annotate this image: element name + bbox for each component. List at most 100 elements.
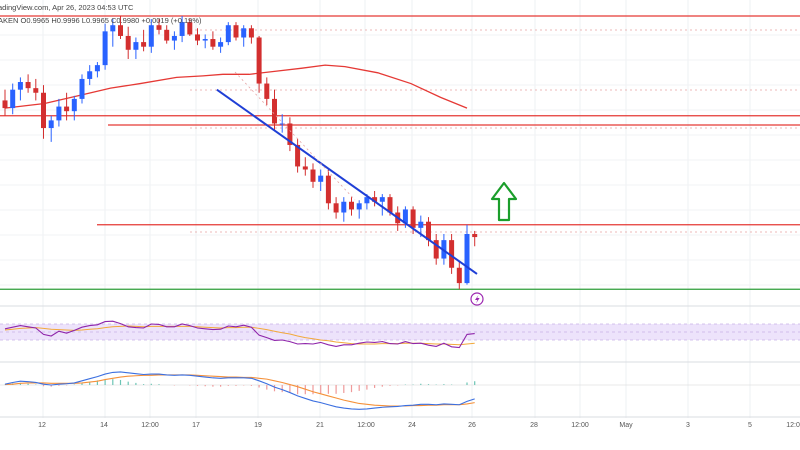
header-ohlc-text: AKEN O0.9965 H0.9996 L0.9965 C0.9980 +0.… xyxy=(0,16,202,25)
candle-bearish xyxy=(426,217,431,247)
candle-bearish xyxy=(125,26,131,59)
candle-bullish xyxy=(341,197,347,222)
time-axis-label: 12:00 xyxy=(357,422,375,429)
macd-line xyxy=(4,371,475,410)
candle-bullish xyxy=(102,23,108,70)
candle-bearish xyxy=(248,25,254,44)
time-axis-label: 24 xyxy=(408,422,416,429)
candle-bearish xyxy=(333,197,339,219)
candle-bullish xyxy=(56,98,62,127)
candle-body xyxy=(25,82,31,89)
time-axis: 12 14 12:00 17 19 21 12:00 24 26 28 12:00 May 3 5 12:0… xyxy=(38,422,800,429)
dashed-projection-line xyxy=(234,71,356,201)
candle-body xyxy=(349,201,354,210)
candle-body xyxy=(325,175,331,204)
candle-body xyxy=(379,197,385,202)
candle-bearish xyxy=(256,35,262,93)
candle-bearish xyxy=(164,25,170,44)
candle-body xyxy=(171,35,177,41)
candle-bullish xyxy=(148,19,154,53)
trendline-layer xyxy=(216,71,478,275)
candle-body xyxy=(94,65,100,72)
time-axis-label: 5 xyxy=(748,422,752,429)
candle-bullish xyxy=(71,95,77,121)
candle-bearish xyxy=(287,117,293,152)
candle-bearish xyxy=(41,85,46,139)
candle-body xyxy=(118,25,123,36)
moving-average xyxy=(4,64,468,109)
candle-bullish xyxy=(379,194,385,216)
candle-body xyxy=(456,267,462,284)
candle-body xyxy=(102,31,108,66)
candle-bullish xyxy=(133,37,139,59)
candle-bearish xyxy=(195,28,200,46)
candle-bullish xyxy=(464,224,470,285)
candle-bearish xyxy=(33,78,39,101)
time-axis-label: 17 xyxy=(192,422,200,429)
candle-bearish xyxy=(118,16,123,40)
candle-body xyxy=(402,209,408,224)
time-axis-label: 21 xyxy=(316,422,324,429)
annotations xyxy=(470,181,518,306)
candle-bearish xyxy=(449,233,455,274)
candle-body xyxy=(256,37,262,84)
lightning-icon[interactable] xyxy=(470,292,484,306)
candle-body xyxy=(179,22,185,36)
candle-body xyxy=(356,203,362,210)
candle-bearish xyxy=(372,191,378,207)
candle-body xyxy=(472,233,478,238)
time-axis-label: 26 xyxy=(468,422,476,429)
candle-bullish xyxy=(179,16,185,43)
candle-body xyxy=(87,71,93,79)
candle-body xyxy=(110,25,116,32)
candle-body xyxy=(418,221,424,228)
candle-body xyxy=(295,144,301,167)
candle-body xyxy=(164,29,170,41)
candle-body xyxy=(248,28,254,38)
candle-bearish xyxy=(302,157,308,176)
candle-bearish xyxy=(156,19,162,35)
candle-bearish xyxy=(433,233,439,265)
time-axis-label: 19 xyxy=(254,422,262,429)
candle-body xyxy=(302,166,308,170)
candle-body xyxy=(372,197,378,202)
time-axis-label: 3 xyxy=(686,422,690,429)
candle-bearish xyxy=(187,19,193,36)
candle-body xyxy=(71,98,77,112)
candle-bearish xyxy=(233,22,239,41)
candle-body xyxy=(426,221,431,241)
candle-bearish xyxy=(272,89,277,130)
time-axis-label: 12 xyxy=(38,422,46,429)
candle-body xyxy=(56,106,62,121)
time-axis-label: 28 xyxy=(530,422,538,429)
candle-body xyxy=(341,201,347,213)
candle-body xyxy=(195,34,200,41)
time-axis-label: 12:00 xyxy=(786,422,800,429)
candle-body xyxy=(310,169,316,182)
candle-bearish xyxy=(472,230,478,247)
candle-body xyxy=(233,25,239,38)
candle-body xyxy=(464,233,470,284)
candle-body xyxy=(279,123,285,125)
candle-bearish xyxy=(64,92,70,121)
candle-body xyxy=(287,123,293,145)
candle-bullish xyxy=(279,114,285,133)
macd-panel xyxy=(0,371,800,410)
candle-body xyxy=(2,100,8,109)
candle-bearish xyxy=(25,74,31,93)
candle-bullish xyxy=(10,83,16,115)
candle-bullish xyxy=(48,115,54,142)
candle-body xyxy=(225,25,231,43)
candle-bullish xyxy=(225,22,231,46)
candles xyxy=(2,16,478,290)
candle-body xyxy=(218,42,224,47)
candle-body xyxy=(10,89,16,109)
candle-bearish xyxy=(2,89,8,116)
candle-body xyxy=(133,42,139,50)
horizontal-levels xyxy=(0,15,800,290)
candle-body xyxy=(433,240,439,259)
candle-body xyxy=(187,22,193,35)
candle-bullish xyxy=(94,62,100,78)
candle-body xyxy=(148,25,154,47)
